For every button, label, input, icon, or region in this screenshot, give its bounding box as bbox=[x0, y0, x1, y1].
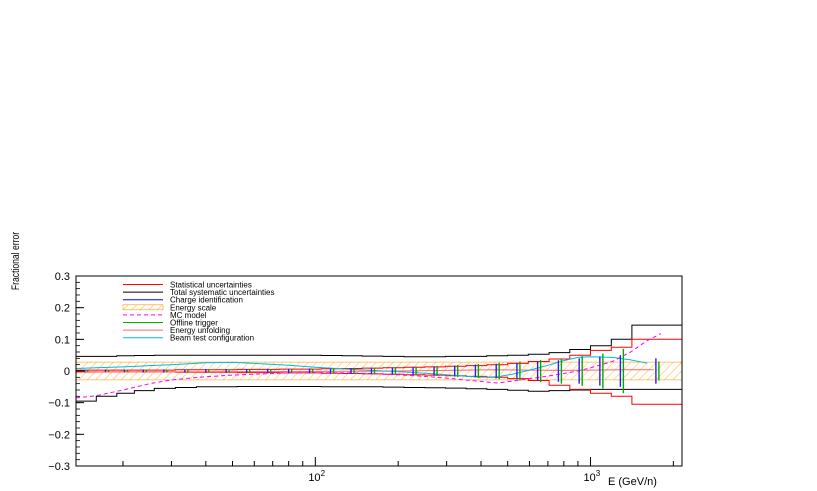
legend-label: Offline trigger bbox=[170, 319, 218, 328]
legend-label: Beam test configuration bbox=[170, 334, 254, 343]
y-tick-label: −0.2 bbox=[48, 429, 70, 441]
y-tick-label: 0.3 bbox=[55, 271, 70, 283]
legend-label: Statistical uncertainties bbox=[170, 281, 252, 290]
energy-unfolding-line bbox=[76, 369, 654, 373]
axes: 0.3 0.2 0.1 0 −0.1 −0.2 −0.3 102 103 bbox=[48, 271, 674, 484]
y-tick-label: −0.1 bbox=[48, 398, 70, 410]
plot-area bbox=[76, 324, 682, 405]
x-axis-title: E (GeV/n) bbox=[608, 476, 657, 488]
y-tick-label: −0.3 bbox=[48, 461, 70, 473]
y-axis-title-group: Fractional error bbox=[10, 231, 22, 290]
legend-label: Energy scale bbox=[170, 303, 217, 312]
y-tick-label: 0 bbox=[64, 366, 70, 378]
mc-model-line bbox=[76, 333, 662, 399]
statistical-upper bbox=[76, 338, 682, 371]
legend-label: MC model bbox=[170, 311, 207, 320]
x-tick-label: 103 bbox=[584, 469, 601, 484]
y-axis-title: Fractional error bbox=[10, 231, 22, 290]
legend-label: Charge identification bbox=[170, 296, 243, 305]
legend-label: Energy unfolding bbox=[170, 326, 230, 335]
y-tick-label: 0.1 bbox=[55, 334, 70, 346]
statistical-lower bbox=[76, 371, 682, 405]
legend-swatch-energy-scale bbox=[122, 304, 164, 311]
beam-test-configuration-line bbox=[76, 356, 647, 378]
total-systematic-lower bbox=[76, 386, 682, 402]
y-tick-label: 0.2 bbox=[55, 303, 70, 315]
total-systematic-upper bbox=[76, 324, 682, 358]
x-tick-label: 102 bbox=[308, 469, 325, 484]
legend-label: Total systematic uncertainties bbox=[170, 288, 275, 297]
plot-clip-group bbox=[76, 324, 682, 405]
